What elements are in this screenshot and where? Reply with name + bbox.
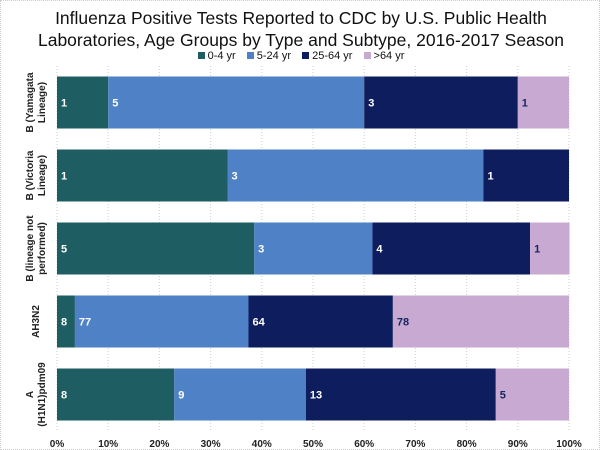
- legend-item-5-24: 5-24 yr: [246, 50, 292, 62]
- data-label: 4: [376, 244, 383, 256]
- legend-swatch: [302, 52, 310, 59]
- x-tick-label: 60%: [354, 439, 374, 450]
- category-label-line: B (Yamagata: [25, 72, 36, 132]
- bar-segment: [483, 149, 569, 202]
- x-tick-label: 100%: [556, 439, 582, 450]
- data-label: 1: [487, 171, 493, 183]
- data-label: 1: [61, 171, 67, 183]
- category-label-line: Lineage): [37, 82, 48, 123]
- chart-title-line-2: Laboratories, Age Groups by Type and Sub…: [37, 30, 565, 50]
- bar-segment: [57, 149, 228, 202]
- bar-segment: [108, 76, 365, 129]
- bar-segment: [227, 149, 484, 202]
- x-tick-label: 70%: [405, 439, 425, 450]
- bar-segment: [248, 295, 393, 348]
- category-label-line: B (Victoria: [25, 150, 36, 200]
- category-label: B (VictoriaLineage): [25, 150, 48, 200]
- legend-swatch: [197, 52, 205, 59]
- data-label: 8: [61, 390, 67, 402]
- x-tick-label: 80%: [457, 439, 477, 450]
- data-label: 77: [79, 317, 91, 329]
- bar-segment: [57, 295, 75, 348]
- x-tick-label: 30%: [201, 439, 221, 450]
- bar-segment: [57, 222, 255, 275]
- data-label: 5: [61, 244, 67, 256]
- chart-title: Influenza Positive Tests Reported to CDC…: [1, 7, 599, 51]
- category-label-line: performed): [37, 222, 48, 275]
- category-label-line: (H1N1)pdm09: [37, 362, 48, 427]
- data-label: 8: [61, 317, 67, 329]
- legend-label: 5-24 yr: [256, 50, 292, 62]
- category-label-line: AH3N2: [31, 305, 42, 338]
- chart-title-line-1: Influenza Positive Tests Reported to CDC…: [55, 8, 547, 28]
- bar-segment: [305, 368, 496, 421]
- x-tick-label: 40%: [252, 439, 272, 450]
- legend-swatch: [246, 52, 254, 59]
- x-tick-label: 90%: [508, 439, 528, 450]
- category-label-line: A: [25, 391, 36, 398]
- legend-label: >64 yr: [373, 50, 405, 62]
- data-label: 3: [231, 171, 237, 183]
- bar-segment: [174, 368, 306, 421]
- x-tick-label: 20%: [149, 439, 169, 450]
- bar-segment: [364, 76, 518, 129]
- x-tick-label: 0%: [50, 439, 65, 450]
- data-label: 3: [258, 244, 264, 256]
- bar-segment: [74, 295, 249, 348]
- legend-item-over-64: >64 yr: [363, 50, 405, 62]
- bar-segment: [57, 368, 175, 421]
- category-label: B (YamagataLineage): [25, 72, 48, 132]
- data-label: 9: [178, 390, 184, 402]
- bar-segment: [495, 368, 569, 421]
- data-label: 1: [61, 98, 67, 110]
- category-label: AH3N2: [31, 305, 42, 338]
- data-label: 1: [522, 98, 528, 110]
- legend-label: 0-4 yr: [207, 50, 236, 62]
- data-label: 5: [112, 98, 118, 110]
- legend-label: 25-64 yr: [312, 50, 353, 62]
- bar-segment: [57, 76, 109, 129]
- legend-swatch: [363, 52, 371, 59]
- data-label: 1: [534, 244, 540, 256]
- bar-segment: [372, 222, 531, 275]
- x-tick-label: 50%: [303, 439, 323, 450]
- category-label: A(H1N1)pdm09: [25, 362, 48, 427]
- data-label: 13: [310, 390, 322, 402]
- legend-item-25-64: 25-64 yr: [302, 50, 352, 62]
- bar-segment: [517, 76, 569, 129]
- bar-segment: [254, 222, 373, 275]
- bar-segment: [392, 295, 569, 348]
- legend: 0-4 yr 5-24 yr 25-64 yr >64 yr: [1, 50, 599, 62]
- x-tick-label: 10%: [98, 439, 118, 450]
- legend-item-0-4: 0-4 yr: [197, 50, 236, 62]
- data-label: 3: [368, 98, 374, 110]
- category-label-line: Lineage): [37, 155, 48, 196]
- bar-segment: [530, 222, 570, 275]
- data-label: 5: [500, 390, 506, 402]
- category-label: B (lineage notperformed): [25, 215, 48, 282]
- data-label: 78: [397, 317, 409, 329]
- data-label: 64: [252, 317, 265, 329]
- category-label-line: B (lineage not: [25, 215, 36, 282]
